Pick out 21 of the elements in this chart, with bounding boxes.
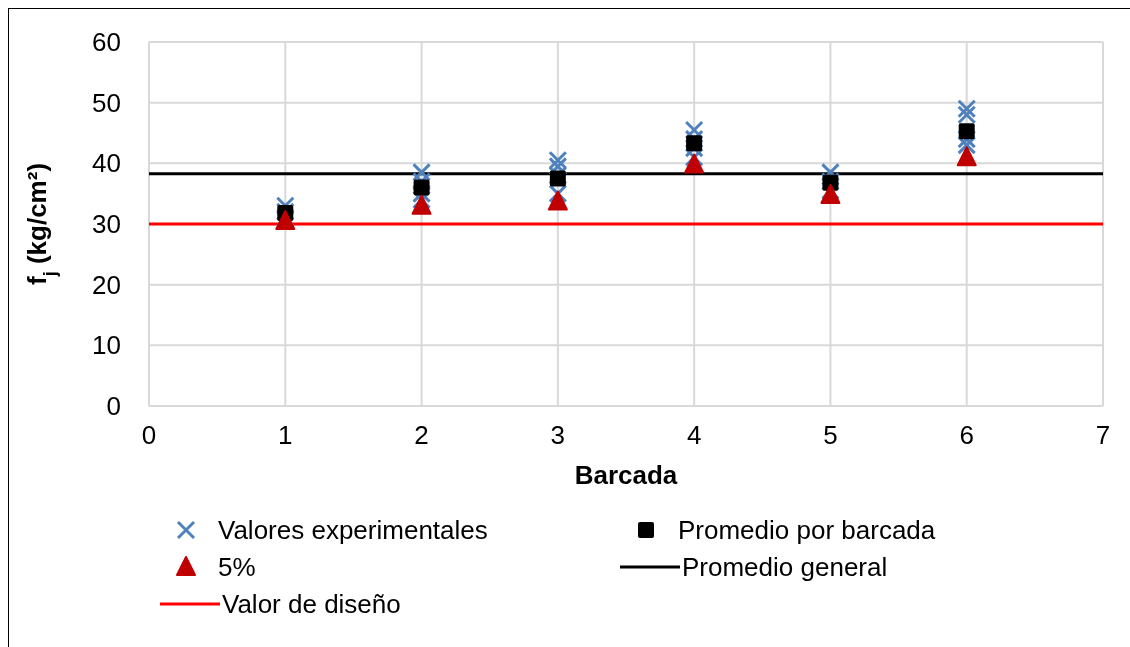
x-tick-label: 6 bbox=[959, 420, 974, 450]
x-tick-label: 3 bbox=[550, 420, 566, 450]
x-tick-label: 1 bbox=[278, 420, 293, 450]
legend-label: Promedio por barcada bbox=[678, 515, 936, 545]
y-tick-label: 40 bbox=[92, 148, 121, 179]
y-tick-label: 30 bbox=[92, 209, 121, 239]
y-tick-label: 10 bbox=[92, 330, 121, 361]
y-tick-label: 0 bbox=[106, 391, 121, 421]
legend-label: 5% bbox=[218, 552, 256, 582]
x-axis-title: Barcada bbox=[574, 460, 678, 490]
legend-label: Promedio general bbox=[682, 552, 888, 582]
x-tick-label: 7 bbox=[1095, 420, 1111, 450]
legend-label: Valor de diseño bbox=[222, 589, 401, 619]
x-tick-label: 4 bbox=[686, 420, 702, 450]
y-tick-label: 60 bbox=[92, 27, 121, 57]
x-tick-label: 2 bbox=[414, 420, 429, 450]
x-tick-label: 0 bbox=[141, 420, 157, 450]
x-tick-label: 5 bbox=[823, 420, 838, 450]
y-tick-label: 50 bbox=[92, 87, 121, 118]
legend-label: Valores experimentales bbox=[218, 515, 488, 545]
y-tick-label: 20 bbox=[92, 269, 121, 300]
